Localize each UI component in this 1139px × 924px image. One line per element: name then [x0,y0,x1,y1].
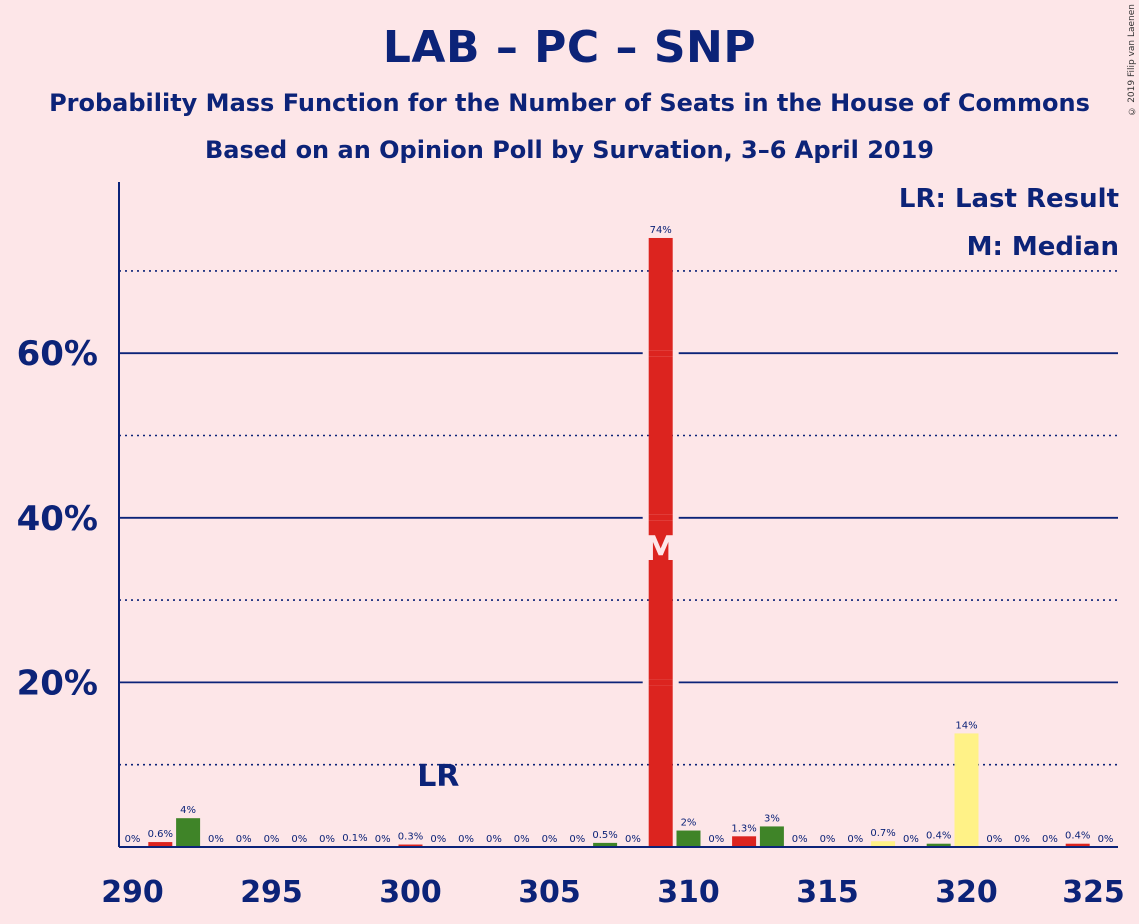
x-tick-label: 305 [518,875,581,910]
markers: LR M [417,529,677,794]
x-tick-label: 290 [101,875,164,910]
bar-value-label: 0% [430,834,446,845]
x-tick-label: 320 [935,875,998,910]
bar-value-label: 0% [291,834,307,845]
bar-seat-313 [759,826,784,847]
bar-value-label: 74% [650,225,672,236]
y-tick-label: 40% [17,499,98,539]
chart-subtitle: Probability Mass Function for the Number… [49,89,1090,117]
bar-value-label: 0% [569,834,585,845]
bar-value-label: 0% [319,834,335,845]
bar-value-label: 0% [847,834,863,845]
bar-seat-291 [148,842,173,847]
bar-seat-312 [732,836,757,847]
bar-value-label: 0% [1042,834,1058,845]
bar-value-label: 0% [514,834,530,845]
bar-value-label: 14% [955,720,977,731]
x-tick-label: 310 [657,875,720,910]
bars [148,237,1090,848]
bar-value-label: 0% [375,834,391,845]
bar-value-label: 0% [625,834,641,845]
bar-value-label: 0% [903,834,919,845]
bar-value-label: 0% [708,834,724,845]
bar-value-label: 0.6% [148,829,173,840]
bar-value-label: 0.4% [1065,831,1090,842]
bar-value-label: 0% [542,834,558,845]
chart-subtitle-poll: Based on an Opinion Poll by Survation, 3… [204,136,934,164]
bar-value-label: 0% [792,834,808,845]
bar-value-label: 1.3% [731,823,756,834]
bar-seat-320 [954,733,979,847]
legend-median: M: Median [966,232,1119,262]
x-tick-label: 295 [240,875,303,910]
bar-seat-300 [398,844,423,847]
bar-value-label: 0% [208,834,224,845]
bar-value-label: 0% [820,834,836,845]
bar-value-label: 0% [1098,834,1114,845]
bar-seat-309 [648,237,673,848]
bar-value-label: 2% [681,818,697,829]
bar-seat-324 [1065,843,1090,847]
bar-value-label: 0% [1014,834,1030,845]
bar-value-label: 4% [180,805,196,816]
bar-seat-310 [676,830,701,847]
bar-value-label: 0.4% [926,831,951,842]
legend-last-result: LR: Last Result [898,184,1119,214]
last-result-marker: LR [417,759,459,794]
gridlines: 20% 40% 60% [17,270,1118,766]
bar-seat-292 [176,818,201,847]
chart-title: LAB – PC – SNP [382,22,757,73]
y-tick-label: 20% [17,663,98,703]
x-tick-label: 325 [1062,875,1125,910]
bar-value-label: 0.3% [398,832,423,843]
x-tick-label: 315 [796,875,859,910]
bar-value-label: 0% [264,834,280,845]
bar-value-label: 0% [125,834,141,845]
x-tick-label: 300 [379,875,442,910]
bar-seat-317 [871,841,896,847]
bar-seat-319 [926,843,951,847]
bar-seat-307 [593,842,618,847]
bar-value-label: 0% [458,834,474,845]
bar-value-label: 0.7% [870,828,895,839]
bar-value-label: 0.1% [342,833,367,844]
bar-value-label: 0.5% [592,830,617,841]
bar-value-label: 0% [486,834,502,845]
bar-value-label: 0% [986,834,1002,845]
median-marker: M [644,529,678,569]
y-tick-label: 60% [17,334,98,374]
bar-value-label: 3% [764,813,780,824]
axes: 290 295 300 305 310 315 320 325 [101,182,1125,910]
bar-labels: 0% 0.6% 4% 0% 0% 0% 0% 0% 0.1% 0% 0.3% 0% 0% 0% 0% 0% 0%… [125,225,1114,845]
bar-value-label: 0% [236,834,252,845]
